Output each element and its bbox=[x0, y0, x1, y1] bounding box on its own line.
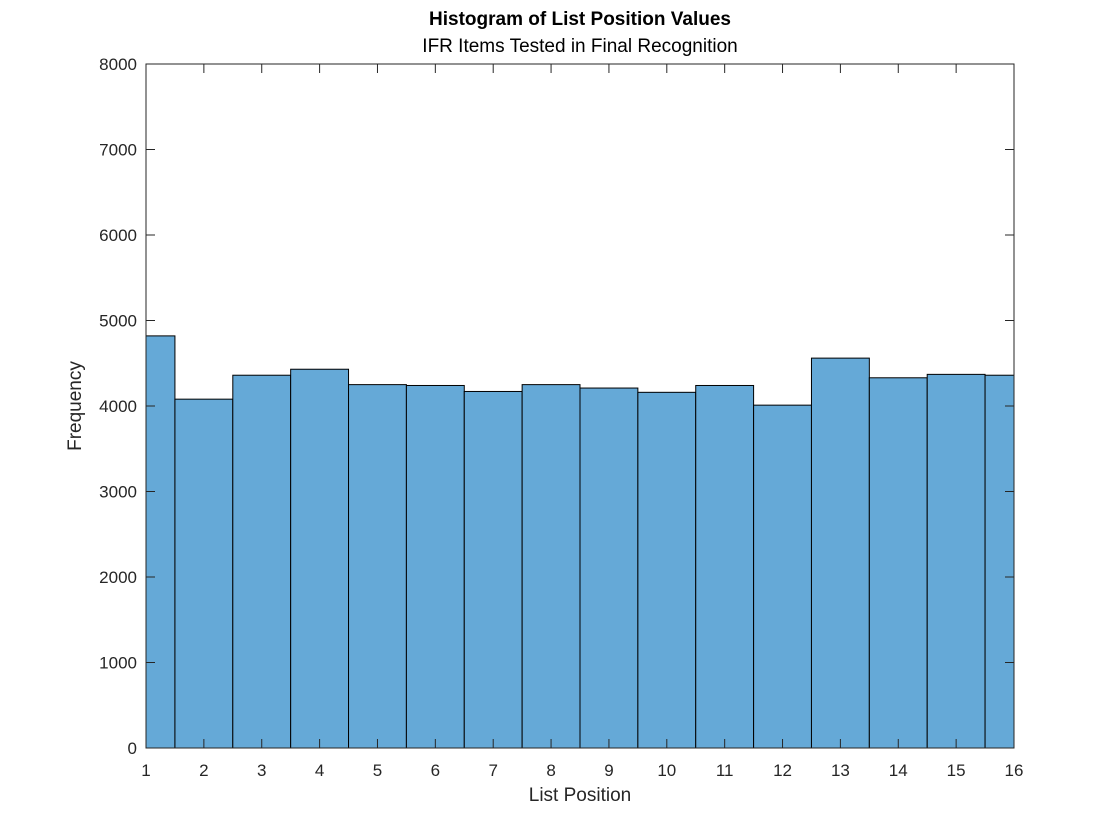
x-tick-label: 7 bbox=[488, 761, 497, 780]
y-tick-label: 5000 bbox=[99, 312, 137, 331]
x-tick-label: 10 bbox=[657, 761, 676, 780]
y-tick-label: 7000 bbox=[99, 141, 137, 160]
histogram-bar bbox=[348, 384, 407, 749]
x-tick-label: 4 bbox=[315, 761, 324, 780]
y-axis-label: Frequency bbox=[65, 361, 86, 451]
histogram-bar bbox=[753, 404, 812, 749]
histogram-bar bbox=[174, 398, 234, 749]
histogram-bar bbox=[232, 374, 292, 749]
histogram-bar bbox=[810, 357, 870, 749]
y-tick-label: 0 bbox=[128, 739, 137, 758]
histogram-bar bbox=[463, 390, 523, 749]
histogram-bar bbox=[521, 384, 581, 749]
x-tick-label: 14 bbox=[889, 761, 908, 780]
y-tick-label: 8000 bbox=[99, 55, 137, 74]
x-tick-label: 2 bbox=[199, 761, 208, 780]
x-tick-label: 16 bbox=[1005, 761, 1024, 780]
histogram-bar bbox=[290, 368, 350, 749]
histogram-bar bbox=[405, 384, 465, 749]
histogram-bar bbox=[637, 391, 697, 749]
x-tick-label: 9 bbox=[604, 761, 613, 780]
y-tick-label: 2000 bbox=[99, 568, 137, 587]
histogram-bar bbox=[868, 377, 928, 749]
x-tick-label: 5 bbox=[373, 761, 382, 780]
x-tick-label: 13 bbox=[831, 761, 850, 780]
x-tick-label: 8 bbox=[546, 761, 555, 780]
chart-subtitle: IFR Items Tested in Final Recognition bbox=[422, 36, 738, 57]
histogram-bar bbox=[695, 384, 755, 749]
x-tick-label: 1 bbox=[141, 761, 150, 780]
chart-title: Histogram of List Position Values bbox=[429, 9, 731, 30]
y-tick-label: 3000 bbox=[99, 483, 137, 502]
x-tick-label: 11 bbox=[716, 761, 734, 780]
histogram-bar bbox=[926, 373, 986, 749]
histogram-bar bbox=[984, 374, 1015, 749]
x-tick-label: 6 bbox=[431, 761, 440, 780]
y-tick-label: 1000 bbox=[99, 654, 137, 673]
x-tick-label: 15 bbox=[947, 761, 966, 780]
y-tick-label: 6000 bbox=[99, 226, 137, 245]
histogram-bar bbox=[579, 387, 639, 749]
x-tick-label: 3 bbox=[257, 761, 266, 780]
x-axis-label: List Position bbox=[528, 785, 632, 806]
y-tick-label: 4000 bbox=[99, 397, 137, 416]
x-tick-label: 12 bbox=[773, 761, 792, 780]
histogram-bar bbox=[145, 335, 176, 749]
